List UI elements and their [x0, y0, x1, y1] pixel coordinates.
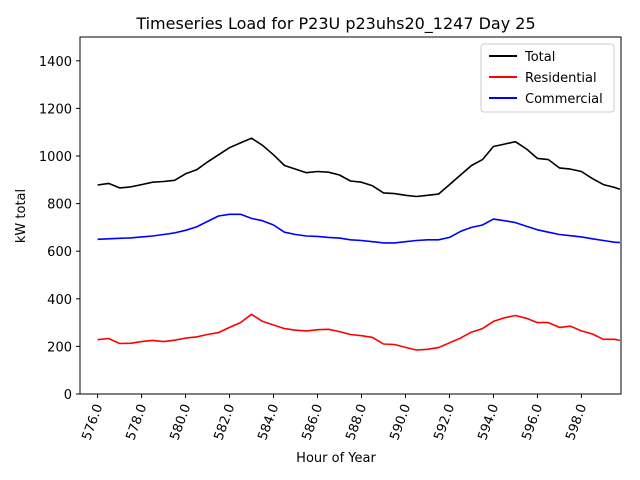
y-tick-label: 800	[47, 198, 72, 213]
legend-label-commercial: Commercial	[525, 92, 603, 107]
y-tick-label: 1200	[39, 102, 72, 117]
legend: Total Residential Commercial	[480, 43, 615, 113]
x-axis-label: Hour of Year	[296, 451, 376, 466]
series-line-commercial	[97, 213, 620, 244]
plot-frame	[79, 36, 622, 395]
legend-box	[480, 43, 615, 113]
legend-label-residential: Residential	[525, 71, 597, 86]
legend-label-total: Total	[524, 50, 555, 65]
series-line-total	[97, 137, 621, 198]
y-tick-label: 0	[64, 388, 72, 403]
y-axis: 0 200 400 600 800 1000 1200 1400	[39, 55, 80, 403]
y-tick-label: 200	[47, 340, 72, 355]
y-tick-label: 1000	[39, 150, 72, 165]
y-tick-label: 600	[47, 245, 72, 260]
y-tick-label: 1400	[39, 55, 72, 70]
y-axis-label: kW total	[14, 189, 29, 243]
chart-title: Timeseries Load for P23U p23uhs20_1247 D…	[135, 14, 535, 34]
series-line-residential	[97, 313, 621, 351]
y-tick-label: 400	[47, 293, 72, 308]
